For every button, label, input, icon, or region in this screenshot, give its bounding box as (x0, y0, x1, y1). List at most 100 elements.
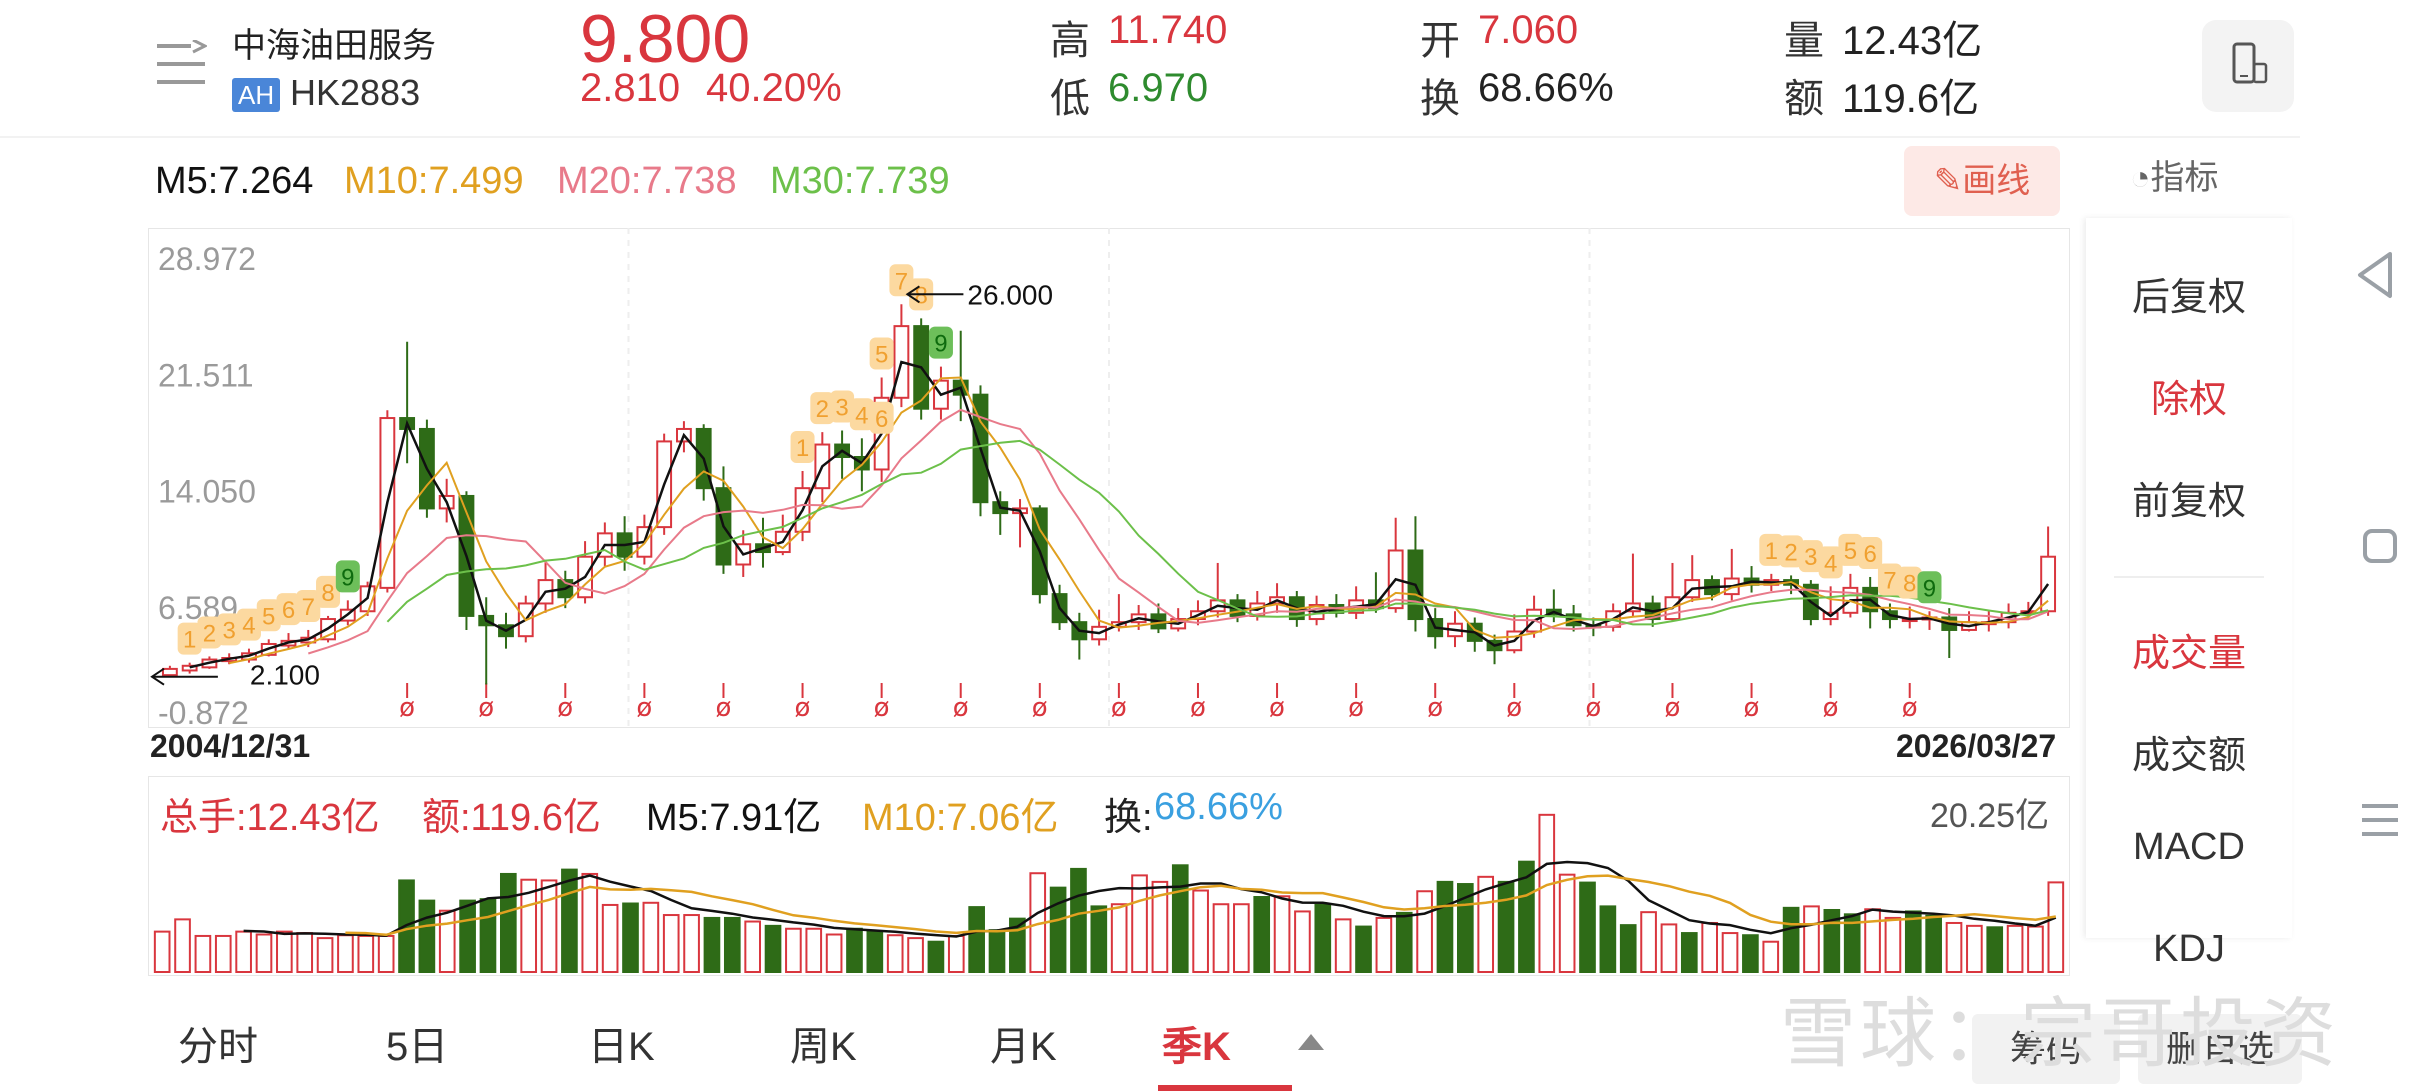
dividend-marker-label: ø (478, 693, 494, 723)
side-item-6[interactable]: KDJ (2153, 928, 2225, 968)
volume-bar (601, 903, 619, 973)
watermark: 雪球：宗哥投资 (1780, 992, 2340, 1077)
td-marker-label: 9 (934, 331, 947, 358)
volume-bar (1660, 923, 1678, 973)
td-marker (276, 593, 301, 626)
menu-icon[interactable] (155, 38, 209, 88)
volume-bar (377, 934, 395, 974)
candle (2040, 555, 2057, 613)
td-marker (1759, 533, 1784, 566)
td-marker-label: 5 (875, 342, 888, 369)
back-nav-icon[interactable] (2356, 250, 2396, 305)
ah-badge[interactable]: AH (232, 78, 281, 112)
volume-bar (540, 879, 558, 973)
td-marker (256, 599, 281, 632)
header-divider (0, 136, 2300, 138)
td-marker-label: 5 (262, 603, 275, 630)
volume-bar (1518, 860, 1535, 973)
dividend-marker-label: ø (399, 693, 415, 723)
high-arrow-head (905, 285, 920, 304)
ma30-line (386, 439, 2049, 626)
remove-watchlist-button[interactable]: 删自选 (2138, 1014, 2302, 1084)
phone-rotate-icon (2232, 42, 2268, 84)
td-marker-label: 8 (321, 580, 334, 607)
tab-0[interactable]: 分时 (178, 1025, 258, 1069)
draw-line-button[interactable]: ✎画线 (1904, 146, 2060, 216)
current-price: 9.800 (580, 1, 751, 77)
volume-bar (886, 934, 904, 973)
volume-bar (622, 902, 639, 973)
volume-bar (479, 898, 497, 973)
td-marker (1858, 536, 1883, 569)
td-marker (1897, 566, 1922, 599)
indicator-label: 指标 (2150, 159, 2219, 197)
td-marker-label: 1 (183, 627, 196, 654)
end-date: 2026/03/27 (1896, 728, 2057, 764)
vol-max: 20.25亿 (1930, 797, 2050, 835)
volume-bar (1925, 914, 1942, 974)
screen-rotate-button[interactable] (2202, 20, 2294, 112)
gauge-icon: ◔ (2130, 159, 2151, 197)
side-item-2[interactable]: 前复权 (2131, 481, 2246, 523)
volume-bar (1619, 924, 1637, 973)
low-value: 6.970 (1108, 66, 1209, 110)
side-item-1[interactable]: 除权 (2150, 379, 2227, 421)
volume-bar (357, 934, 375, 974)
volume-bar (1192, 889, 1209, 973)
td-marker (849, 398, 874, 431)
volume-bar (1110, 903, 1128, 973)
volume-bar (1171, 864, 1189, 973)
volume-bar (316, 937, 334, 974)
td-marker-label: 7 (895, 268, 908, 295)
dividend-marker-label: ø (715, 693, 731, 723)
dividend-marker-label: ø (1664, 693, 1680, 723)
volume-bar (785, 927, 802, 973)
volume-bar (1497, 880, 1515, 973)
td-marker (335, 560, 360, 593)
tab-1[interactable]: 5日 (386, 1025, 449, 1069)
side-item-5[interactable]: MACD (2133, 826, 2245, 868)
td-marker-label: 9 (1923, 575, 1936, 602)
side-item-3[interactable]: 成交量 (2131, 633, 2246, 675)
vol-total: 总手:12.43亿 (160, 797, 380, 839)
low-annotation: 2.100 (250, 660, 320, 691)
td-marker-label: 4 (855, 402, 868, 429)
volume-bar (947, 934, 965, 974)
volume-bar (561, 868, 578, 973)
amount-label: 额 (1784, 77, 1824, 121)
volume-bar (1314, 903, 1332, 973)
volume-bar (1436, 880, 1454, 973)
volume-bar (723, 916, 741, 973)
recents-nav-icon[interactable] (2360, 800, 2400, 845)
ma5-line (189, 360, 2050, 669)
tab-more-icon[interactable] (1296, 1032, 1326, 1057)
td-marker (197, 616, 222, 649)
volume-bar (703, 916, 721, 973)
volume-bar (1049, 886, 1067, 973)
volume-bar (1070, 867, 1087, 973)
td-marker (928, 326, 953, 359)
volume-bar (337, 934, 354, 973)
tab-4[interactable]: 月K (990, 1025, 1057, 1069)
home-nav-icon[interactable] (2362, 528, 2398, 569)
td-marker-label: 2 (203, 620, 216, 647)
side-item-4[interactable]: 成交额 (2131, 735, 2246, 777)
volume-bar (805, 927, 823, 973)
indicator-button[interactable]: ◔指标 (2130, 150, 2219, 199)
price-adjust-panel: 后复权除权前复权成交量成交额 MACD KDJ (2086, 218, 2292, 968)
price-axis-label: 14.050 (158, 474, 256, 510)
tab-2[interactable]: 日K (588, 1025, 655, 1069)
tab-3[interactable]: 周K (790, 1025, 857, 1069)
dividend-marker-label: ø (1269, 693, 1285, 723)
td-marker-label: 2 (816, 396, 829, 423)
td-marker-label: 6 (282, 597, 295, 624)
td-marker-label: 1 (1765, 538, 1778, 565)
volume-bar (2047, 881, 2065, 973)
side-item-0[interactable]: 后复权 (2131, 277, 2246, 319)
volume-chart[interactable] (148, 776, 2070, 976)
tab-5[interactable]: 季K (1162, 1025, 1231, 1069)
volume-bar (1803, 905, 1820, 973)
chips-button[interactable]: 筹码 (1972, 1014, 2120, 1084)
volume-bar (1253, 896, 1271, 973)
